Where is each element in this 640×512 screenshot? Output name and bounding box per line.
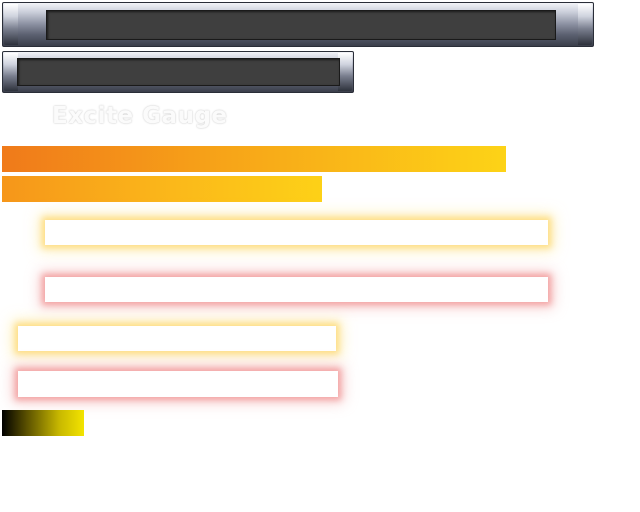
excite-gauge-bar-short xyxy=(2,176,322,202)
black-yellow-gradient-swatch xyxy=(2,410,84,436)
glow-bar-yellow-long xyxy=(45,220,548,245)
glow-bar-yellow-short xyxy=(18,326,336,351)
narrow-metal-frame xyxy=(2,51,354,93)
excite-gauge-bar-long xyxy=(2,146,506,172)
excite-gauge-title: Excite Gauge xyxy=(52,103,228,129)
wide-frame-panel xyxy=(46,10,556,40)
glow-bar-pink-short xyxy=(18,371,338,397)
glow-bar-pink-long xyxy=(45,277,548,302)
wide-metal-frame xyxy=(2,2,594,47)
narrow-frame-panel xyxy=(17,58,340,86)
